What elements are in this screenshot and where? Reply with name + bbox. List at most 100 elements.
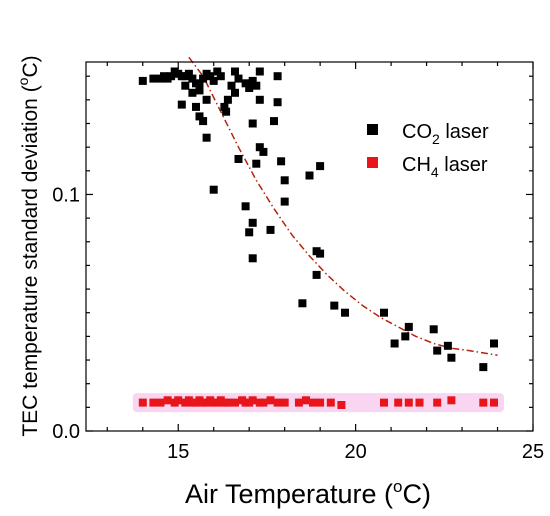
ch4-point xyxy=(479,398,488,407)
co2-point xyxy=(312,270,321,279)
trend-line xyxy=(188,56,498,357)
co2-point xyxy=(266,225,275,234)
co2-point xyxy=(330,301,339,310)
co2-point xyxy=(202,133,211,142)
co2-point xyxy=(248,119,257,128)
co2-point xyxy=(277,157,286,166)
co2-point xyxy=(341,308,349,317)
co2-point xyxy=(280,176,289,185)
ch4-point xyxy=(149,398,158,407)
co2-point xyxy=(248,218,257,227)
ch4-point xyxy=(490,398,498,407)
ch4-point xyxy=(326,398,335,407)
co2-point xyxy=(316,162,325,171)
ch4-point xyxy=(394,398,403,407)
co2-point xyxy=(202,95,211,104)
co2-point xyxy=(479,363,488,372)
ch4-point xyxy=(404,398,413,407)
co2-point xyxy=(181,81,190,90)
co2-point xyxy=(231,67,239,76)
co2-point xyxy=(255,67,264,76)
co2-point xyxy=(234,155,243,163)
co2-point xyxy=(248,254,257,263)
x-tick-label: 20 xyxy=(344,441,366,463)
x-axis-title: Air Temperature (oC) xyxy=(185,477,431,509)
co2-point xyxy=(223,95,232,104)
y-tick-label: 0.0 xyxy=(52,421,80,443)
ch4-point xyxy=(156,398,165,407)
co2-point xyxy=(149,74,158,83)
co2-point xyxy=(316,249,325,258)
legend-label-ch4: CH4 laser xyxy=(402,154,488,180)
data-points-layer xyxy=(138,67,498,409)
ch4-point xyxy=(447,396,456,405)
x-tick-label: 25 xyxy=(522,441,544,463)
ch4-point xyxy=(309,398,317,407)
co2-point xyxy=(192,102,200,111)
co2-point xyxy=(255,143,264,152)
co2-point xyxy=(248,76,257,85)
co2-point xyxy=(245,228,254,237)
ch4-point xyxy=(415,398,424,407)
co2-point xyxy=(305,171,314,180)
co2-point xyxy=(184,69,193,78)
co2-point xyxy=(234,74,243,83)
co2-point xyxy=(241,79,250,88)
ch4-point xyxy=(248,396,257,405)
co2-point xyxy=(280,197,289,206)
trend-line-layer xyxy=(188,56,498,357)
co2-point xyxy=(259,147,268,156)
axis-ticks xyxy=(86,62,534,432)
ch4-point xyxy=(380,398,388,407)
co2-point xyxy=(443,341,452,350)
ch4-point xyxy=(259,398,268,407)
ch4-point xyxy=(302,396,310,405)
co2-point xyxy=(404,322,413,331)
co2-point xyxy=(390,339,399,348)
co2-point xyxy=(255,95,264,104)
ch4-point xyxy=(266,396,275,405)
co2-point xyxy=(252,81,261,90)
co2-point xyxy=(433,346,442,355)
co2-point xyxy=(209,76,218,85)
co2-point xyxy=(380,308,388,317)
co2-point xyxy=(199,117,208,126)
co2-point xyxy=(447,353,456,362)
co2-point xyxy=(138,76,147,85)
ch4-point xyxy=(163,396,172,405)
legend-marker-ch4 xyxy=(367,157,378,168)
ch4-point xyxy=(223,398,232,407)
co2-point xyxy=(188,88,197,97)
co2-point xyxy=(188,74,197,83)
ch4-point xyxy=(174,396,183,405)
co2-point xyxy=(231,88,239,97)
co2-point xyxy=(199,74,208,83)
co2-point xyxy=(167,72,176,81)
co2-point xyxy=(220,102,229,111)
legend-marker-co2 xyxy=(367,124,378,135)
co2-point xyxy=(273,72,282,81)
axis-tick-labels: 15 20 25 0.0 0.1 xyxy=(52,184,544,463)
co2-point xyxy=(490,339,498,348)
co2-point xyxy=(245,84,254,92)
ch4-point xyxy=(231,398,239,407)
co2-point xyxy=(216,72,225,81)
co2-point xyxy=(401,332,410,341)
legend-label-co2: CO2 laser xyxy=(402,121,489,147)
co2-point xyxy=(209,185,218,194)
ch4-point xyxy=(280,398,289,407)
co2-point xyxy=(177,100,186,109)
co2-point xyxy=(195,81,204,90)
co2-point xyxy=(222,107,231,116)
co2-point xyxy=(429,325,438,334)
y-axis-title: TEC temperature standard deviation (oC) xyxy=(15,55,42,436)
plot-frame xyxy=(85,61,534,432)
co2-point xyxy=(227,81,236,90)
ch4-point xyxy=(433,398,442,407)
ch4-point xyxy=(294,398,303,407)
x-tick-label: 15 xyxy=(167,441,189,463)
ch4-point xyxy=(273,398,282,407)
co2-point xyxy=(270,117,278,126)
y-tick-label: 0.1 xyxy=(52,184,80,206)
